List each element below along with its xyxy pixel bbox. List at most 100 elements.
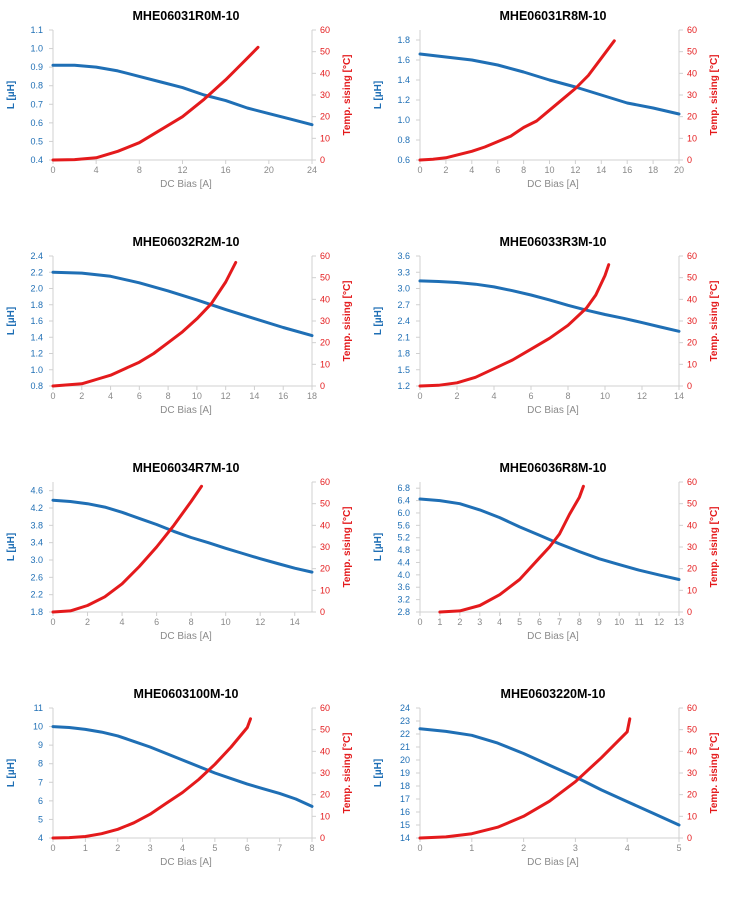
left-tick-label: 1.0 <box>30 365 43 375</box>
inductance-line <box>51 725 314 808</box>
right-tick-label: 10 <box>687 585 697 595</box>
left-tick-label: 0.4 <box>30 155 43 165</box>
right-tick-label: 40 <box>320 746 330 756</box>
right-tick-label: 10 <box>320 133 330 143</box>
temperature-line <box>418 263 611 388</box>
right-tick-label: 20 <box>687 112 697 122</box>
left-tick-label: 0.5 <box>30 136 43 146</box>
chart-title: MHE06032R2M-10 <box>133 235 240 249</box>
x-tick-label: 6 <box>137 391 142 401</box>
chart-panel: MHE06032R2M-10 0.8 1.0 1.2 1.4 1.6 1.8 2.0 2.2 2.… <box>0 226 367 452</box>
left-tick-label: 1.2 <box>397 381 410 391</box>
chart-title: MHE06033R3M-10 <box>500 235 607 249</box>
left-axis-label: L [µH] <box>6 759 17 787</box>
right-axis-label: Temp. sising [°C] <box>709 280 720 361</box>
left-tick-label: 0.6 <box>30 118 43 128</box>
chart-svg: MHE0603100M-10 4 5 6 7 8 9 10 11 0 10 20 30 40 50 60 0 1 2… <box>6 687 353 868</box>
x-tick-label: 5 <box>517 617 522 627</box>
left-tick-label: 22 <box>400 729 410 739</box>
left-tick-label: 21 <box>400 742 410 752</box>
x-tick-label: 4 <box>469 165 474 175</box>
right-tick-label: 40 <box>687 520 697 530</box>
right-tick-label: 10 <box>687 811 697 821</box>
inductance-line <box>418 727 681 827</box>
right-tick-label: 20 <box>320 338 330 348</box>
x-tick-label: 6 <box>154 617 159 627</box>
inductance-line <box>418 52 681 116</box>
temperature-line <box>418 39 616 162</box>
x-tick-label: 10 <box>192 391 202 401</box>
right-tick-label: 50 <box>687 725 697 735</box>
right-tick-label: 20 <box>687 790 697 800</box>
x-tick-label: 1 <box>437 617 442 627</box>
left-tick-label: 0.6 <box>397 155 410 165</box>
inductance-line <box>51 270 314 338</box>
x-axis-label: DC Bias [A] <box>160 631 212 642</box>
left-tick-label: 11 <box>34 703 43 713</box>
right-tick-label: 20 <box>687 338 697 348</box>
x-tick-label: 0 <box>50 617 55 627</box>
left-tick-label: 3.4 <box>30 538 43 548</box>
x-tick-label: 0 <box>50 165 55 175</box>
right-tick-label: 60 <box>320 477 330 487</box>
x-axis-label: DC Bias [A] <box>527 179 579 190</box>
x-tick-label: 10 <box>544 165 554 175</box>
right-tick-label: 40 <box>320 520 330 530</box>
x-tick-label: 8 <box>137 165 142 175</box>
right-tick-label: 60 <box>320 703 330 713</box>
right-tick-label: 30 <box>320 90 330 100</box>
right-tick-label: 0 <box>320 381 325 391</box>
x-tick-label: 12 <box>654 617 664 627</box>
left-tick-label: 4.4 <box>397 557 410 567</box>
x-tick-label: 3 <box>573 843 578 853</box>
temperature-line <box>51 45 260 162</box>
x-tick-label: 20 <box>264 165 274 175</box>
right-axis-label: Temp. sising [°C] <box>342 732 353 813</box>
x-tick-label: 12 <box>177 165 187 175</box>
left-tick-label: 1.8 <box>30 607 43 617</box>
x-tick-label: 12 <box>255 617 265 627</box>
x-tick-label: 16 <box>278 391 288 401</box>
right-tick-label: 0 <box>687 833 692 843</box>
x-tick-label: 0 <box>417 843 422 853</box>
right-axis-label: Temp. sising [°C] <box>709 506 720 587</box>
left-axis-label: L [µH] <box>373 81 384 109</box>
right-tick-label: 40 <box>687 294 697 304</box>
left-tick-label: 5 <box>38 814 43 824</box>
chart-svg: MHE06032R2M-10 0.8 1.0 1.2 1.4 1.6 1.8 2.0 2.2 2.… <box>6 235 353 416</box>
x-tick-label: 20 <box>674 165 684 175</box>
chart-title: MHE06036R8M-10 <box>500 461 607 475</box>
left-tick-label: 3.3 <box>397 267 410 277</box>
x-tick-label: 10 <box>614 617 624 627</box>
temperature-line <box>438 484 585 614</box>
left-tick-label: 2.4 <box>397 316 410 326</box>
left-tick-label: 3.2 <box>397 595 410 605</box>
x-tick-label: 2 <box>457 617 462 627</box>
left-tick-label: 2.2 <box>30 590 43 600</box>
right-tick-label: 50 <box>687 499 697 509</box>
x-tick-label: 1 <box>83 843 88 853</box>
x-tick-label: 10 <box>221 617 231 627</box>
temperature-line <box>51 717 252 840</box>
x-tick-label: 10 <box>600 391 610 401</box>
inductance-line <box>418 279 681 333</box>
left-tick-label: 4 <box>38 833 43 843</box>
x-tick-label: 8 <box>309 843 314 853</box>
right-axis-label: Temp. sising [°C] <box>342 506 353 587</box>
temperature-line <box>51 261 238 388</box>
left-tick-label: 2.0 <box>30 284 43 294</box>
x-tick-label: 2 <box>85 617 90 627</box>
left-tick-label: 4.2 <box>30 503 43 513</box>
left-tick-label: 6 <box>38 796 43 806</box>
chart-title: MHE06031R8M-10 <box>500 9 607 23</box>
left-axis-label: L [µH] <box>373 759 384 787</box>
right-tick-label: 10 <box>320 811 330 821</box>
left-tick-label: 1.5 <box>397 365 410 375</box>
x-tick-label: 8 <box>565 391 570 401</box>
left-tick-label: 2.1 <box>397 332 410 342</box>
left-tick-label: 4.6 <box>30 486 43 496</box>
left-tick-label: 24 <box>400 703 410 713</box>
right-tick-label: 30 <box>687 90 697 100</box>
right-tick-label: 20 <box>320 112 330 122</box>
